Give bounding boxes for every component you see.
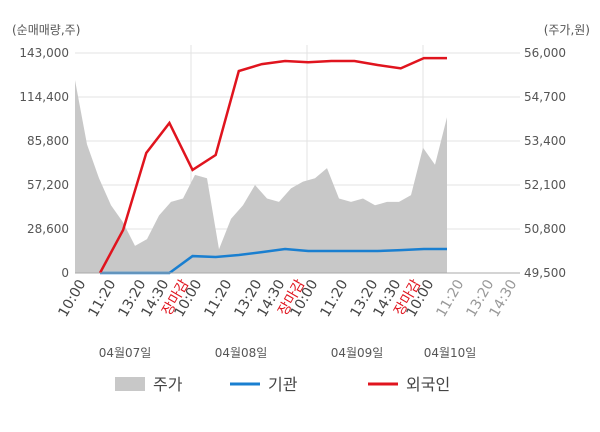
y2-tick-label: 54,700: [524, 90, 566, 104]
price-area: [75, 80, 447, 273]
x-tick-label: 11:20: [433, 277, 467, 320]
date-label: 04월10일: [424, 346, 477, 360]
plot: [75, 56, 447, 275]
series-line: [98, 56, 447, 274]
legend-label: 기관: [268, 375, 298, 394]
y-tick-label: 85,800: [27, 134, 69, 148]
y2-tick-label: 50,800: [524, 222, 566, 236]
y2-tick-label: 49,500: [524, 266, 566, 280]
x-tick-label: 10:00: [55, 277, 89, 320]
y-tick-label: 114,400: [19, 90, 69, 104]
legend-label: 외국인: [406, 375, 450, 394]
date-label: 04월08일: [215, 346, 268, 360]
y-tick-label: 57,200: [27, 178, 69, 192]
y2-axis-label: (주가,원): [544, 23, 590, 37]
x-tick-label: 11:20: [317, 277, 351, 320]
y-axis-label: (순매매량,주): [12, 23, 80, 37]
x-tick-label: 11:20: [201, 277, 235, 320]
x-tick-label: 11:20: [85, 277, 119, 320]
y2-tick-label: 56,000: [524, 46, 566, 60]
y2-tick-label: 53,400: [524, 134, 566, 148]
legend-swatch: [115, 377, 145, 391]
y-tick-label: 143,000: [19, 46, 69, 60]
y-tick-label: 0: [61, 266, 69, 280]
y-tick-label: 28,600: [27, 222, 69, 236]
legend-label: 주가: [153, 375, 183, 394]
date-label: 04월09일: [331, 346, 384, 360]
y2-tick-label: 52,100: [524, 178, 566, 192]
date-label: 04월07일: [99, 346, 152, 360]
